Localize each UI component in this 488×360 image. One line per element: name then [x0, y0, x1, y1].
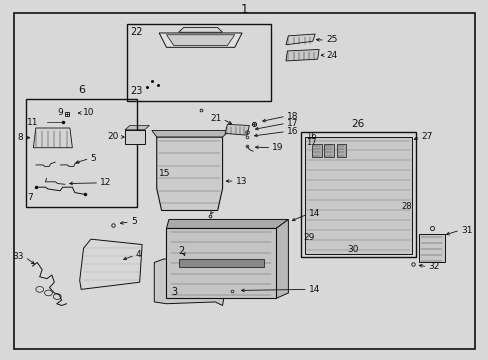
Bar: [305, 137, 411, 253]
Text: 27: 27: [421, 132, 432, 141]
Text: 19: 19: [272, 143, 283, 152]
Polygon shape: [166, 35, 234, 45]
Text: 25: 25: [325, 35, 337, 44]
Text: 10: 10: [83, 108, 94, 117]
Bar: [324, 144, 333, 157]
Text: 22: 22: [130, 27, 142, 37]
Bar: [166, 228, 276, 298]
Bar: [125, 130, 144, 144]
Polygon shape: [152, 131, 229, 137]
Text: 26: 26: [351, 119, 364, 129]
Bar: [178, 259, 264, 267]
Polygon shape: [178, 28, 222, 32]
Polygon shape: [224, 125, 249, 135]
Text: 30: 30: [346, 245, 358, 254]
Text: 5: 5: [131, 217, 136, 226]
Text: 32: 32: [427, 262, 439, 271]
Text: 14: 14: [308, 209, 320, 218]
Text: 7: 7: [27, 193, 33, 202]
Text: 24: 24: [325, 51, 337, 60]
Bar: [312, 144, 322, 157]
Circle shape: [198, 277, 217, 291]
Text: 11: 11: [27, 118, 39, 127]
Polygon shape: [157, 137, 222, 211]
Text: 14: 14: [308, 285, 320, 294]
Text: 17: 17: [286, 119, 298, 128]
Polygon shape: [159, 33, 242, 47]
Text: 28: 28: [400, 202, 411, 211]
Circle shape: [376, 141, 403, 161]
Polygon shape: [33, 128, 72, 148]
Text: 5: 5: [90, 154, 96, 163]
Text: 21: 21: [210, 114, 221, 123]
Text: 16: 16: [286, 127, 298, 136]
Polygon shape: [154, 259, 229, 306]
Text: 16: 16: [305, 132, 316, 141]
Circle shape: [166, 275, 190, 293]
Text: 20: 20: [107, 132, 119, 141]
Text: 12: 12: [100, 178, 111, 187]
Text: 15: 15: [159, 169, 170, 178]
Polygon shape: [285, 34, 315, 45]
Bar: [418, 234, 445, 262]
Bar: [336, 144, 346, 157]
Text: 31: 31: [460, 226, 471, 235]
Text: 23: 23: [130, 86, 142, 96]
Text: 29: 29: [303, 233, 314, 242]
Text: 1: 1: [240, 3, 248, 16]
Bar: [301, 132, 415, 257]
Polygon shape: [125, 126, 149, 130]
Polygon shape: [276, 220, 288, 298]
Bar: [26, 99, 137, 207]
Text: 3: 3: [171, 287, 177, 297]
Text: 18: 18: [286, 112, 298, 121]
Text: 13: 13: [235, 176, 247, 185]
Text: 17: 17: [305, 138, 316, 147]
Circle shape: [382, 146, 397, 157]
Text: 6: 6: [78, 85, 85, 95]
Text: 9: 9: [57, 108, 63, 117]
Bar: [127, 24, 271, 101]
Polygon shape: [285, 49, 319, 61]
Text: 33: 33: [13, 252, 24, 261]
Text: 2: 2: [178, 246, 184, 256]
Text: 4: 4: [136, 250, 141, 259]
Text: 8: 8: [17, 133, 22, 142]
Polygon shape: [166, 220, 288, 228]
